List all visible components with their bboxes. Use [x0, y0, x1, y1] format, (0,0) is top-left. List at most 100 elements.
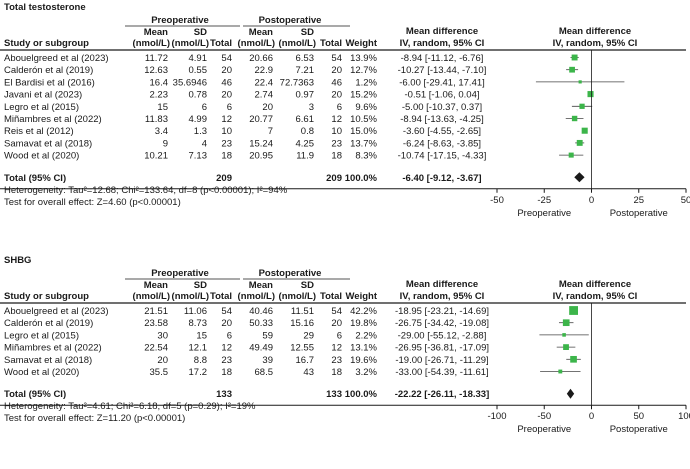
p0-row-2-study: El Bardisi et al (2016)	[4, 77, 95, 88]
p0-row-2-post-mean: 22.4	[255, 77, 274, 88]
p1-row-4-pre-sd: 8.8	[194, 355, 207, 366]
p1-row-4-post-mean: 39	[262, 355, 273, 366]
p1-post-mean-unit: (nmol/L)	[238, 291, 275, 302]
p0-row-0-pre-mean: 11.72	[145, 53, 168, 64]
p0-row-1-ci-text: -10.27 [-13.44, -7.10]	[398, 65, 487, 76]
p0-row-6-ci-text: -3.60 [-4.55, -2.65]	[403, 126, 481, 137]
p0-total-label: Total (95% CI)	[4, 173, 66, 184]
p0-row-8-post-sd: 11.9	[296, 151, 314, 162]
p1-row-5-square	[558, 369, 563, 374]
p1-row-0-square	[569, 306, 579, 315]
p0-total-diamond	[574, 172, 585, 183]
p0-row-2-weight: 1.2%	[355, 77, 377, 88]
p0-row-2-post-sd: 72.7363	[280, 77, 314, 88]
p1-plot-method-header: IV, random, 95% CI	[553, 291, 638, 302]
p1-row-3-pre-n: 12	[221, 343, 232, 354]
p1-row-5-study: Wood et al (2020)	[4, 367, 79, 378]
p0-tick-label-0: -50	[490, 195, 504, 206]
p1-row-1-weight: 19.8%	[350, 318, 377, 329]
p0-row-0-study: Abouelgreed et al (2023)	[4, 53, 109, 64]
p0-row-3-post-sd: 0.97	[296, 90, 315, 101]
p0-row-7-pre-n: 23	[221, 138, 232, 149]
p1-row-3-study: Miñambres et al (2022)	[4, 343, 102, 354]
p0-row-5-pre-mean: 11.83	[145, 114, 168, 125]
p0-tick-label-3: 25	[633, 195, 644, 206]
p0-row-4-post-sd: 3	[309, 102, 314, 113]
p1-study-header: Study or subgroup	[4, 291, 89, 302]
p0-row-6-pre-n: 10	[221, 126, 232, 137]
p1-row-2-pre-sd: 15	[196, 330, 207, 341]
p1-axis-left-label: Preoperative	[517, 424, 571, 435]
p1-row-5-post-mean: 68.5	[255, 367, 274, 378]
p0-pre-mean-unit: (nmol/L)	[133, 38, 170, 49]
p0-plot-md-header: Mean difference	[559, 26, 631, 37]
p1-total-ci-text: -22.22 [-26.11, -18.33]	[395, 389, 490, 400]
p1-total-weight: 100.0%	[345, 389, 378, 400]
p0-row-7-study: Samavat et al (2018)	[4, 138, 92, 149]
p1-row-1-ci-text: -26.75 [-34.42, -19.08]	[395, 318, 489, 329]
p1-post-total-header: Total	[320, 291, 342, 302]
p0-row-8-square	[568, 152, 574, 158]
p1-row-0-study: Abouelgreed et al (2023)	[4, 306, 109, 317]
p1-row-0-post-n: 54	[331, 306, 342, 317]
p1-row-0-pre-n: 54	[221, 306, 232, 317]
p1-axis-right-label: Postoperative	[610, 424, 668, 435]
p1-postop-header: Postoperative	[259, 268, 322, 279]
p0-row-0-square	[571, 54, 578, 61]
p1-row-3-weight: 13.1%	[350, 343, 377, 354]
p1-preop-header: Preoperative	[151, 268, 209, 279]
p0-row-7-post-mean: 15.24	[249, 138, 273, 149]
p0-heterogeneity: Heterogeneity: Tau²=12.68; Chi²=133.64, …	[4, 185, 288, 196]
p0-row-6-weight: 15.0%	[350, 126, 377, 137]
p1-row-5-pre-sd: 17.2	[189, 367, 208, 378]
p1-row-5-ci-text: -33.00 [-54.39, -11.61]	[395, 367, 488, 378]
p0-row-1-post-mean: 22.9	[255, 65, 274, 76]
p0-pre-mean-header: Mean	[144, 27, 168, 38]
p1-row-1-pre-n: 20	[221, 318, 232, 329]
p0-row-0-weight: 13.9%	[350, 53, 377, 64]
p1-row-5-post-sd: 43	[303, 367, 314, 378]
p1-tick-label-2: 0	[589, 411, 594, 422]
p0-row-7-ci-text: -6.24 [-8.63, -3.85]	[403, 138, 481, 149]
p1-row-2-study: Legro et al (2015)	[4, 330, 79, 341]
p0-row-4-post-n: 6	[337, 102, 342, 113]
p1-row-0-post-sd: 11.51	[291, 306, 314, 317]
p0-row-4-study: Legro et al (2015)	[4, 102, 79, 113]
p0-row-0-pre-n: 54	[221, 53, 232, 64]
p1-row-1-study: Calderón et al (2019)	[4, 318, 93, 329]
p1-row-0-pre-mean: 21.51	[144, 306, 168, 317]
p1-plot-md-header: Mean difference	[559, 279, 631, 290]
p0-post-mean-unit: (nmol/L)	[238, 38, 275, 49]
p1-pre-mean-header: Mean	[144, 280, 168, 291]
p0-tick-label-4: 50	[681, 195, 690, 206]
p0-row-5-post-mean: 20.77	[249, 114, 273, 125]
p1-row-5-weight: 3.2%	[355, 367, 377, 378]
p0-row-2-ci-text: -6.00 [-29.41, 17.41]	[399, 77, 485, 88]
p0-row-8-post-n: 18	[331, 151, 342, 162]
p0-row-4-square	[579, 103, 585, 109]
p1-row-4-post-n: 23	[331, 355, 342, 366]
p0-row-4-weight: 9.6%	[355, 102, 377, 113]
p0-row-1-post-sd: 7.21	[296, 65, 315, 76]
p0-row-5-square	[571, 115, 578, 122]
p1-pre-sd-header: SD	[194, 280, 207, 291]
p1-row-2-post-sd: 29	[303, 330, 314, 341]
p1-row-2-post-mean: 59	[262, 330, 273, 341]
p0-row-7-post-n: 23	[331, 138, 342, 149]
p1-row-1-pre-sd: 8.73	[189, 318, 208, 329]
p1-tick-label-0: -100	[487, 411, 506, 422]
p1-row-1-post-mean: 50.33	[249, 318, 273, 329]
p1-row-2-square	[562, 333, 566, 337]
p1-md-header: Mean difference	[406, 279, 478, 290]
p1-post-sd-header: SD	[301, 280, 314, 291]
p0-weight-header: Weight	[346, 38, 378, 49]
p0-row-6-study: Reis et al (2012)	[4, 126, 74, 137]
p1-heterogeneity: Heterogeneity: Tau²=4.61; Chi²=6.18, df=…	[4, 401, 256, 412]
p0-md-header: Mean difference	[406, 26, 478, 37]
p1-title: SHBG	[4, 255, 31, 266]
p0-row-7-pre-mean: 9	[163, 138, 168, 149]
p0-row-3-post-mean: 2.74	[255, 90, 274, 101]
p0-row-5-pre-sd: 4.99	[189, 114, 208, 125]
p1-row-2-pre-n: 6	[227, 330, 232, 341]
p1-row-2-pre-mean: 30	[157, 330, 168, 341]
